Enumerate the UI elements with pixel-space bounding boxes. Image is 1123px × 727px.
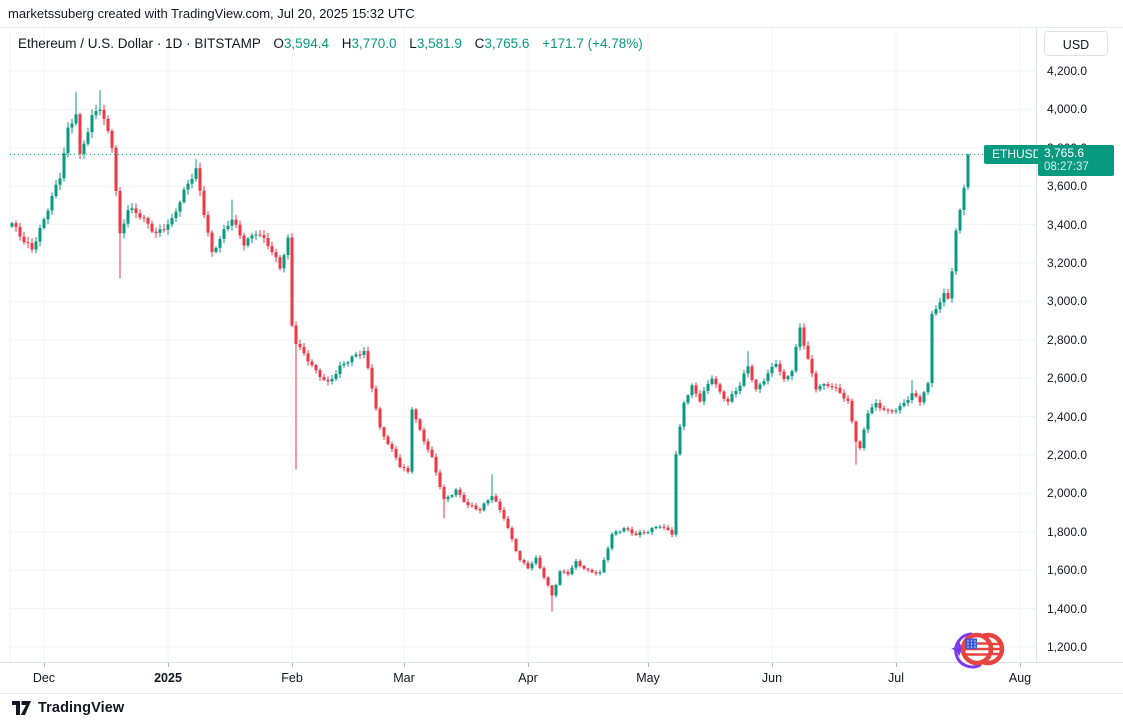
high-value: 3,770.0: [351, 36, 397, 51]
attribution-text: marketssuberg created with TradingView.c…: [0, 0, 1123, 28]
time-axis-tick: [772, 663, 773, 667]
time-axis-label: Jul: [888, 671, 904, 685]
last-price-value: 3,765.6: [1044, 146, 1085, 161]
price-axis-label: 2,400.0: [1047, 409, 1088, 424]
price-axis-label: 1,200.0: [1047, 640, 1088, 654]
exchange-label[interactable]: BITSTAMP: [194, 36, 261, 51]
time-axis-label: Dec: [32, 671, 56, 685]
time-axis-tick: [292, 663, 293, 667]
last-price-symbol-badge[interactable]: ETHUSD: [984, 144, 1050, 164]
legend-separator-2: ·: [186, 36, 191, 51]
price-axis-label: 1,800.0: [1047, 524, 1088, 539]
close-label: C: [474, 36, 485, 51]
time-axis-label: Apr: [518, 671, 538, 685]
time-axis-label: 2025: [154, 671, 182, 685]
price-axis-label: 3,200.0: [1047, 256, 1088, 270]
legend-separator-1: ·: [156, 36, 162, 51]
symbol-title[interactable]: Ethereum / U.S. Dollar: [18, 36, 154, 51]
footer-brand-text: TradingView: [38, 700, 125, 716]
bar-close-countdown: 08:27:37: [1044, 161, 1089, 174]
time-axis-label: May: [636, 671, 660, 685]
change-value: +171.7 (+4.78%): [542, 36, 643, 51]
open-label: O: [273, 36, 284, 51]
time-axis-tick: [404, 663, 405, 667]
price-axis-label: 2,800.0: [1047, 332, 1088, 347]
price-axis-label: 3,600.0: [1047, 179, 1088, 194]
price-axis-label: 4,200.0: [1047, 64, 1088, 78]
time-axis-tick: [896, 663, 897, 667]
time-axis-tick: [1020, 663, 1021, 667]
price-axis-label: 2,000.0: [1047, 486, 1088, 501]
time-axis-tick: [648, 663, 649, 667]
close-value: 3,765.6: [484, 36, 530, 51]
tradingview-logo-icon: [12, 701, 31, 715]
price-axis-label: 3,000.0: [1047, 294, 1088, 309]
low-label: L: [409, 36, 417, 51]
price-axis-label: 4,000.0: [1047, 102, 1088, 117]
time-axis-label: Jun: [761, 671, 783, 685]
currency-usd-button[interactable]: USD: [1044, 31, 1108, 56]
interval-label[interactable]: 1D: [165, 36, 183, 51]
high-label: H: [341, 36, 352, 51]
time-axis[interactable]: Dec 2025 Feb Mar Apr May Jun Jul Aug: [0, 662, 1123, 694]
open-value: 3,594.4: [283, 36, 329, 51]
time-axis-tick: [168, 663, 169, 667]
usd-coins-sticker: [951, 632, 1005, 669]
time-axis-tick: [44, 663, 45, 667]
time-axis-label: Aug: [1008, 671, 1032, 685]
price-axis[interactable]: 4,200.04,000.03,800.03,600.03,400.03,200…: [1036, 28, 1123, 662]
time-axis-label: Feb: [281, 671, 303, 685]
last-price-box[interactable]: 3,765.6 08:27:37: [1038, 145, 1114, 177]
low-value: 3,581.9: [416, 36, 462, 51]
time-axis-tick: [528, 663, 529, 667]
price-axis-label: 1,400.0: [1047, 601, 1088, 616]
time-axis-label: Mar: [393, 671, 415, 685]
price-axis-label: 3,400.0: [1047, 217, 1088, 232]
footer-brand[interactable]: TradingView: [12, 700, 124, 716]
price-axis-label: 1,600.0: [1047, 563, 1088, 578]
price-axis-label: 2,600.0: [1047, 371, 1088, 386]
price-axis-label: 2,200.0: [1047, 448, 1088, 462]
symbol-legend[interactable]: Ethereum / U.S. Dollar · 1D · BITSTAMP O…: [18, 36, 643, 51]
